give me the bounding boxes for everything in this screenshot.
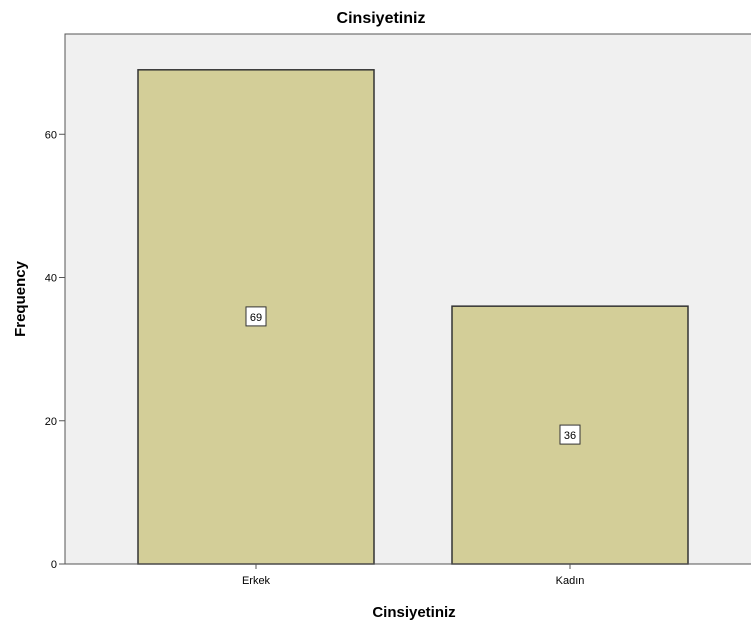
x-tick-label: Erkek	[242, 575, 271, 587]
y-axis-title: Frequency	[12, 260, 29, 337]
y-tick-label: 40	[45, 273, 57, 285]
y-tick-label: 60	[45, 129, 57, 141]
data-label: 69	[245, 306, 267, 327]
bars-group: 69 36	[137, 69, 689, 565]
y-tick-label: 0	[51, 559, 57, 571]
data-label-box	[559, 424, 581, 445]
data-label: 36	[559, 424, 581, 445]
x-axis-title: Cinsiyetiniz	[372, 604, 455, 621]
y-axis: 0 20 40 60	[45, 34, 66, 571]
y-tick-label: 20	[45, 416, 57, 428]
data-label-text: 36	[564, 430, 576, 442]
x-tick-label: Kadın	[556, 575, 585, 587]
x-axis: Erkek Kadın	[65, 563, 751, 587]
data-label-text: 69	[250, 312, 262, 324]
data-label-box	[245, 306, 267, 327]
chart-title: Cinsiyetiniz	[337, 10, 426, 27]
